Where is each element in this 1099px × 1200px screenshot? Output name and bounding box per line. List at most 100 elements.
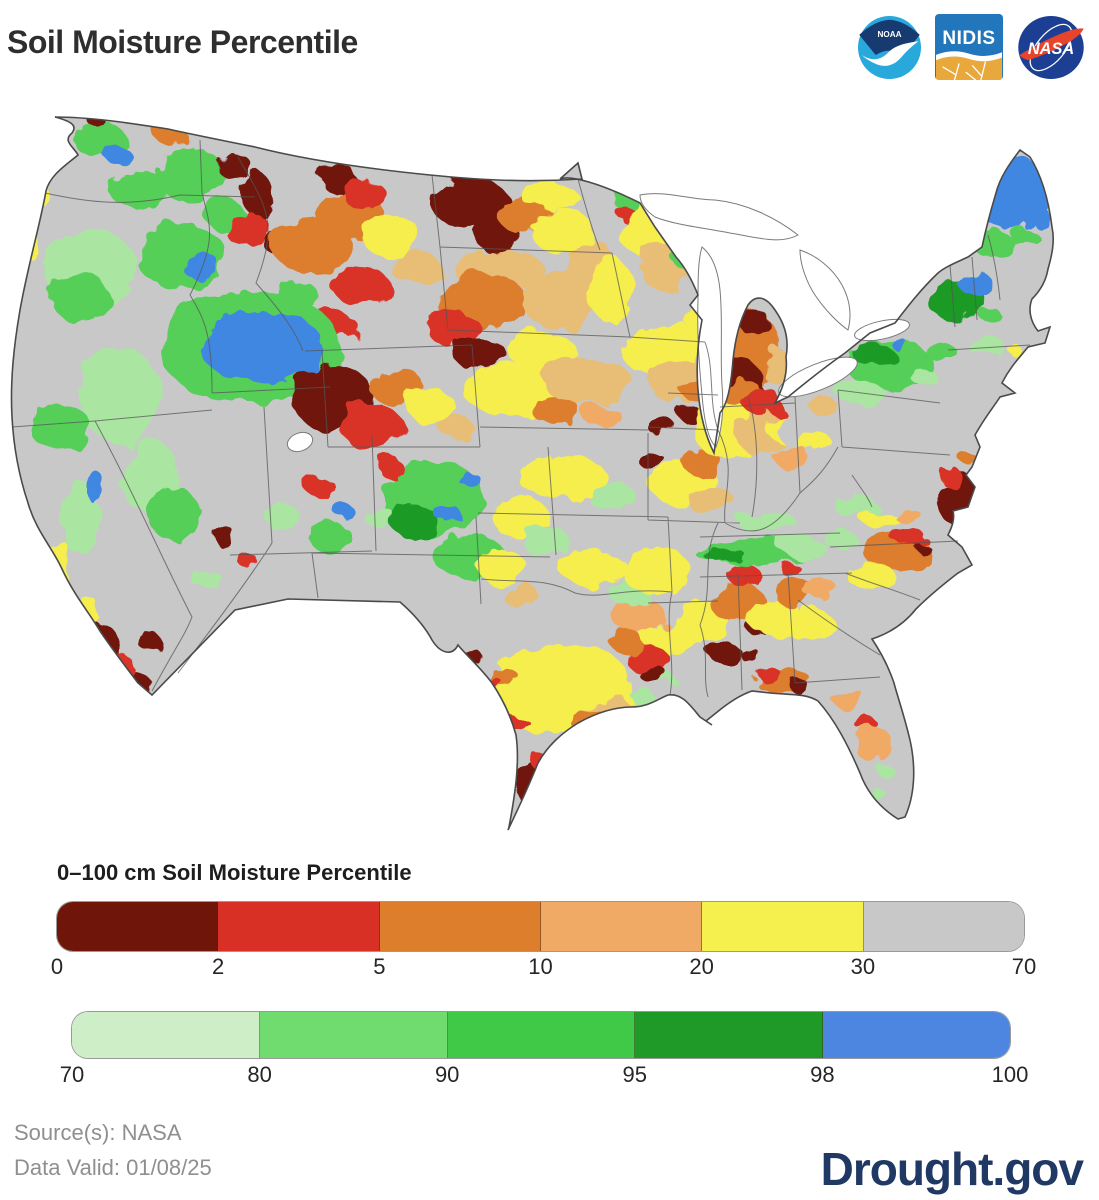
legend-tick-label: 30: [850, 954, 876, 979]
soil-moisture-patch: [432, 176, 508, 230]
page-title: Soil Moisture Percentile: [7, 24, 358, 60]
soil-moisture-patch: [591, 258, 633, 324]
soil-moisture-patch: [151, 487, 199, 543]
soil-moisture-patch: [226, 212, 270, 248]
legend-tick-label: 10: [528, 954, 553, 979]
soil-moisture-patch: [217, 155, 253, 179]
soil-moisture-patch: [875, 792, 889, 802]
soil-moisture-patch: [995, 354, 1013, 364]
legend-segment: [72, 1012, 260, 1058]
legend-segment: [379, 902, 541, 951]
soil-moisture-patch: [878, 766, 896, 778]
soil-moisture-patch: [71, 593, 99, 641]
soil-moisture-patch: [335, 505, 355, 519]
soil-moisture-patch: [923, 343, 957, 361]
soil-moisture-patch: [707, 643, 741, 661]
legend-segment: [57, 902, 219, 951]
soil-moisture-patch: [803, 578, 837, 600]
soil-moisture-patch: [49, 539, 71, 595]
soil-moisture-patch: [763, 348, 791, 386]
legend-bar-dry: [57, 902, 1024, 951]
soil-moisture-patch: [138, 633, 162, 651]
soil-moisture-patch: [87, 470, 103, 504]
legend-tick-label: 90: [434, 1062, 460, 1087]
soil-moisture-patch: [836, 381, 884, 403]
soil-moisture-patch: [553, 783, 591, 811]
soil-moisture-patch: [137, 224, 227, 290]
soil-moisture-patch: [478, 550, 526, 584]
soil-moisture-patch: [517, 698, 577, 736]
soil-moisture-patch: [786, 608, 834, 642]
soil-moisture-patch: [629, 689, 655, 705]
soil-moisture-patch: [688, 488, 736, 516]
legend-bar-wet: [72, 1012, 1010, 1058]
legend-tick-label: 5: [373, 954, 386, 979]
soil-moisture-patch: [558, 550, 626, 584]
logo-bar: NOAA NIDIS NASA: [858, 14, 1085, 80]
legend-tick-label: 20: [689, 954, 714, 979]
soil-moisture-patch: [50, 273, 110, 321]
legend-segment: [702, 902, 864, 951]
soil-moisture-patch: [640, 666, 668, 684]
soil-moisture-patch: [888, 383, 926, 401]
soil-moisture-patch: [243, 173, 273, 217]
soil-moisture-patch: [390, 250, 440, 284]
legend-ticks-wet: 70 80 90 95 98 100: [60, 1062, 1029, 1092]
legend-segment: [218, 902, 380, 951]
soil-moisture-patch: [737, 311, 771, 333]
lake-superior: [639, 193, 799, 241]
soil-moisture-patch: [853, 344, 895, 366]
legend-segment: [635, 1012, 824, 1058]
soil-moisture-patch: [583, 405, 621, 427]
soil-moisture-patch: [108, 671, 152, 699]
soil-moisture-patch: [742, 391, 772, 413]
legend-tick-label: 0: [50, 954, 64, 979]
nasa-logo-icon: NASA: [1018, 15, 1084, 79]
soil-moisture-patch: [439, 416, 473, 438]
legend-segment: [540, 902, 703, 951]
soil-moisture-patch: [390, 507, 440, 537]
soil-moisture-patch: [508, 332, 576, 370]
soil-moisture-patch: [1031, 206, 1049, 228]
soil-moisture-patch: [636, 449, 662, 467]
legend-segment: [863, 902, 1024, 951]
soil-moisture-patch: [213, 528, 237, 546]
soil-moisture-patch: [305, 477, 335, 497]
soil-moisture-patch: [308, 523, 352, 551]
data-valid-text: Data Valid: 01/08/25: [14, 1155, 212, 1180]
soil-moisture-patch: [360, 215, 420, 255]
soil-moisture-patch: [1007, 345, 1021, 353]
soil-moisture-patch: [24, 222, 36, 258]
soil-moisture-patch: [476, 221, 520, 253]
soil-moisture-patch: [861, 510, 899, 528]
soil-moisture-patch: [891, 340, 909, 350]
soil-moisture-patch: [797, 431, 831, 453]
soil-moisture-patch: [377, 458, 403, 476]
soil-moisture-patch: [523, 528, 571, 556]
soil-moisture-patch: [780, 562, 800, 576]
soil-moisture-patch: [370, 368, 424, 406]
soil-moisture-patch: [154, 149, 226, 201]
great-salt-lake: [286, 431, 314, 453]
noaa-logo-icon: NOAA: [858, 15, 921, 79]
legend-segment: [447, 1012, 636, 1058]
legend-segment: [259, 1012, 448, 1058]
soil-moisture-patch: [588, 483, 636, 511]
soil-moisture-patch: [517, 456, 607, 498]
legend-tick-label: 70: [1011, 954, 1037, 979]
legend-title: 0–100 cm Soil Moisture Percentile: [57, 860, 412, 885]
soil-moisture-patch: [264, 505, 300, 529]
soil-moisture-patch: [973, 231, 1015, 259]
us-outline: [10, 116, 1055, 831]
soil-moisture-patch: [703, 547, 745, 563]
legend-tick-label: 95: [622, 1062, 648, 1087]
soil-moisture-patch: [61, 634, 79, 648]
legend-tick-label: 80: [247, 1062, 272, 1087]
soil-moisture-patch: [917, 545, 931, 553]
soil-moisture-patch: [857, 725, 891, 765]
soil-moisture-patch: [503, 586, 541, 608]
soil-moisture-patch: [910, 370, 938, 384]
soil-moisture-patch: [490, 498, 550, 536]
legend-ticks-dry: 0 2 5 10 20 30 70: [51, 954, 1036, 984]
legend-tick-label: 2: [212, 954, 225, 979]
